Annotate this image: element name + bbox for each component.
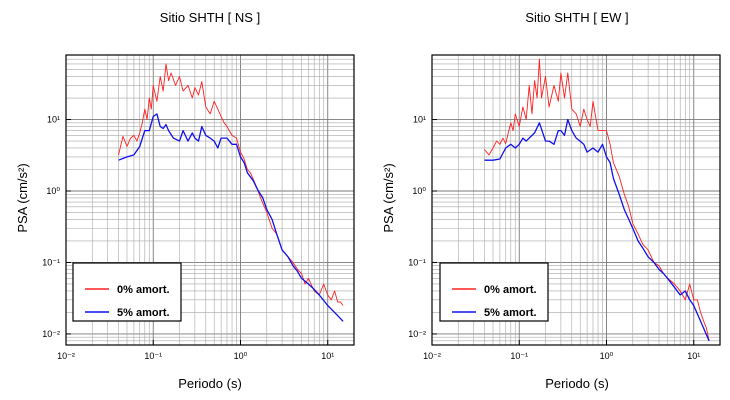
y-tick-label: 10¹ [47,115,60,125]
chart-title: Sitio SHTH [ NS ] [160,10,260,25]
legend: 0% amort. 5% amort. [439,262,549,322]
y-tick-label: 10⁻¹ [42,257,60,267]
chart-title: Sitio SHTH [ EW ] [525,10,628,25]
plot-frame [431,54,721,346]
y-tick-label: 10⁰ [412,186,426,196]
x-tick-label: 10⁻² [57,351,75,361]
x-tick-label: 10⁰ [600,351,614,361]
y-tick-label: 10⁻² [408,329,426,339]
y-tick-label: 10⁻² [42,329,60,339]
chart-ew: Sitio SHTH [ EW ] 10⁻² 10⁻¹ 10⁰ 10¹ 10⁻² 10⁻¹… [381,10,721,391]
y-tick-label: 10⁻¹ [408,257,426,267]
y-tick-label: 10⁰ [46,186,60,196]
x-tick-label: 10⁻¹ [144,351,162,361]
series-line-amort-5 [118,113,344,322]
x-tick-label: 10⁰ [234,351,248,361]
x-tick-label: 10¹ [321,351,334,361]
x-axis-label: Periodo (s) [178,376,242,391]
legend-label-1: 5% amort. [117,307,170,319]
y-tick-label: 10¹ [413,115,426,125]
series-line-amort-0 [484,58,710,341]
y-axis-label: PSA (cm/s²) [15,163,30,232]
x-tick-label: 10¹ [687,351,700,361]
chart-ns: Sitio SHTH [ NS ] 10⁻² 10⁻¹ 10⁰ 10¹ 10⁻² 10⁻¹… [15,10,355,391]
y-axis-label: PSA (cm/s²) [381,163,396,232]
series-line-amort-5 [484,118,710,342]
legend-label-0: 0% amort. [117,284,170,296]
legend-label-1: 5% amort. [484,307,537,319]
series-line-amort-0 [118,63,344,306]
legend-label-0: 0% amort. [484,284,537,296]
plot-frame [65,54,355,346]
legend: 0% amort. 5% amort. [72,262,182,322]
x-tick-label: 10⁻¹ [510,351,528,361]
x-axis-label: Periodo (s) [545,376,609,391]
x-tick-label: 10⁻² [423,351,441,361]
